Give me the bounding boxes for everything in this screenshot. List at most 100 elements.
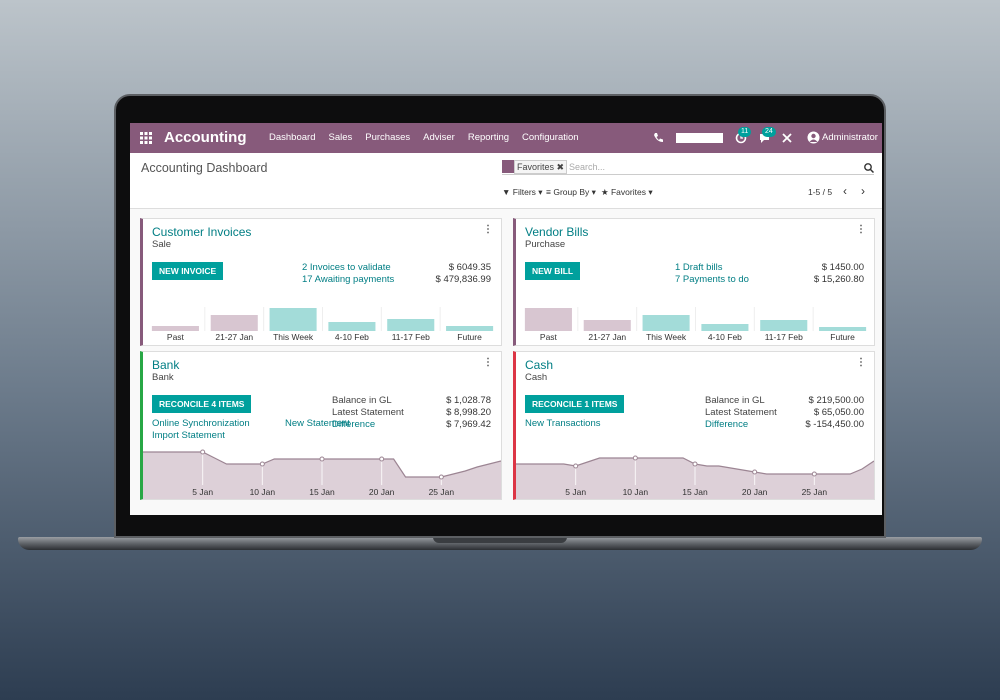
summary-amount: $ 1450.00 — [821, 262, 864, 273]
summary-label[interactable]: 1 Draft bills — [675, 262, 723, 273]
app-title: Accounting — [164, 129, 247, 146]
point — [692, 461, 698, 467]
x-label: 25 Jan — [802, 487, 828, 497]
bar — [583, 320, 631, 331]
bar-chart: Past 21-27 Jan This Week 4-10 Feb 11-17 Feb F… — [151, 307, 494, 342]
action-button[interactable]: RECONCILE 4 ITEMS — [152, 395, 252, 413]
point — [632, 455, 638, 461]
card-menu[interactable]: ⋮ — [483, 357, 493, 368]
journal-name[interactable]: Bank — [152, 358, 180, 372]
menu-item[interactable]: Dashboard — [269, 132, 316, 143]
menu-item[interactable]: Configuration — [522, 132, 579, 143]
menu-item[interactable]: Sales — [328, 132, 353, 143]
bar-chart: Past 21-27 Jan This Week 4-10 Feb 11-17 Feb F… — [524, 307, 867, 342]
summary-label[interactable]: 17 Awaiting payments — [302, 274, 395, 285]
search-facet[interactable]: Favorites ✖ — [514, 160, 568, 174]
filters-button[interactable]: ▼ Filters ▾ — [502, 187, 543, 197]
pager-next[interactable]: › — [861, 184, 865, 198]
card-menu[interactable]: ⋮ — [856, 224, 866, 235]
point — [379, 456, 385, 462]
journal-type: Sale — [152, 239, 172, 250]
x-label: 10 Jan — [623, 487, 649, 497]
search-input[interactable]: Search... — [569, 162, 606, 172]
point — [200, 449, 206, 455]
x-label: 4-10 Feb — [335, 332, 369, 342]
search-icon[interactable] — [864, 163, 874, 173]
laptop-notch — [433, 537, 567, 543]
group-by-button[interactable]: ≡ Group By ▾ — [546, 187, 596, 197]
bar — [328, 322, 376, 331]
summary-amount: $ 6049.35 — [448, 262, 491, 273]
journal-card: Vendor Bills Purchase NEW BILL 1 Draft bill… — [513, 218, 875, 346]
journal-type: Purchase — [525, 239, 566, 250]
action-link[interactable]: Online Synchronization — [152, 418, 250, 429]
menu-item[interactable]: Reporting — [467, 132, 510, 143]
search-bar[interactable] — [502, 160, 874, 175]
menu-item[interactable]: Adviser — [423, 132, 455, 143]
summary-amount: $ 8,998.20 — [446, 407, 491, 418]
point — [438, 474, 444, 480]
summary-label: Balance in GL — [705, 395, 765, 406]
line-chart: 5 Jan 10 Jan 15 Jan 20 Jan 25 Jan — [143, 447, 501, 499]
card-menu[interactable]: ⋮ — [483, 224, 493, 235]
bar — [269, 308, 317, 331]
bar — [819, 327, 867, 331]
summary-label[interactable]: Difference — [332, 419, 376, 430]
x-label: 10 Jan — [250, 487, 276, 497]
x-label: 11-17 Feb — [765, 332, 803, 342]
badge: 11 — [738, 127, 752, 137]
summary-amount: $ 7,969.42 — [446, 419, 491, 430]
bar — [524, 308, 572, 331]
x-label: 5 Jan — [565, 487, 586, 497]
card-menu[interactable]: ⋮ — [856, 357, 866, 368]
pager: 1-5 / 5 — [808, 187, 833, 197]
x-label: 20 Jan — [369, 487, 395, 497]
summary-label[interactable]: 2 Invoices to validate — [302, 262, 391, 273]
bar — [387, 319, 435, 331]
journal-type: Cash — [525, 372, 548, 383]
user-name[interactable]: Administrator — [822, 132, 878, 143]
x-label: Past — [540, 332, 558, 342]
action-button[interactable]: RECONCILE 1 ITEMS — [525, 395, 625, 413]
summary-label[interactable]: 7 Payments to do — [675, 274, 749, 285]
facet-icon — [502, 160, 514, 173]
avatar[interactable] — [807, 131, 820, 144]
pager-prev[interactable]: ‹ — [843, 184, 847, 198]
x-label: 5 Jan — [192, 487, 213, 497]
x-label: Future — [457, 332, 482, 342]
x-label: 4-10 Feb — [708, 332, 742, 342]
apps-icon[interactable] — [140, 132, 152, 144]
summary-amount: $ -154,450.00 — [805, 419, 864, 430]
point — [573, 463, 579, 469]
x-label: 15 Jan — [309, 487, 335, 497]
bar — [760, 320, 808, 331]
journal-name[interactable]: Cash — [525, 358, 554, 372]
journal-card: Cash Cash RECONCILE 1 ITEMS New Transaction… — [513, 351, 875, 500]
summary-label[interactable]: Difference — [705, 419, 749, 430]
action-link[interactable]: New Transactions — [525, 418, 601, 429]
summary-label: Latest Statement — [332, 407, 404, 418]
x-label: Past — [167, 332, 185, 342]
favorites-button[interactable]: ★ Favorites ▾ — [601, 187, 653, 197]
journal-name[interactable]: Customer Invoices — [152, 225, 252, 239]
action-button[interactable]: NEW BILL — [525, 262, 581, 280]
phone-icon[interactable] — [653, 132, 663, 143]
x-label: 20 Jan — [742, 487, 768, 497]
label: Filters — [512, 187, 536, 197]
journal-name[interactable]: Vendor Bills — [525, 225, 589, 239]
x-label: Future — [830, 332, 855, 342]
summary-amount: $ 479,836.99 — [435, 274, 491, 285]
action-link[interactable]: New Statement — [285, 418, 350, 429]
summary-amount: $ 219,500.00 — [808, 395, 864, 406]
action-link[interactable]: Import Statement — [152, 430, 225, 441]
point — [811, 471, 817, 477]
summary-amount: $ 1,028.78 — [446, 395, 491, 406]
action-button[interactable]: NEW INVOICE — [152, 262, 224, 280]
x-label: 21-27 Jan — [588, 332, 626, 342]
summary-amount: $ 15,260.80 — [813, 274, 864, 285]
bar — [210, 315, 258, 331]
x-label: 25 Jan — [429, 487, 455, 497]
debug-icon[interactable] — [782, 133, 792, 143]
menu-item[interactable]: Purchases — [365, 132, 411, 143]
summary-label: Latest Statement — [705, 407, 777, 418]
